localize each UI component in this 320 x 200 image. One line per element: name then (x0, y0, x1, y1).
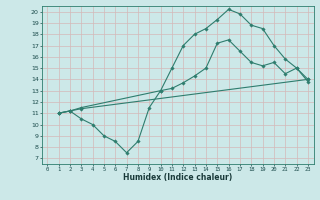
X-axis label: Humidex (Indice chaleur): Humidex (Indice chaleur) (123, 173, 232, 182)
